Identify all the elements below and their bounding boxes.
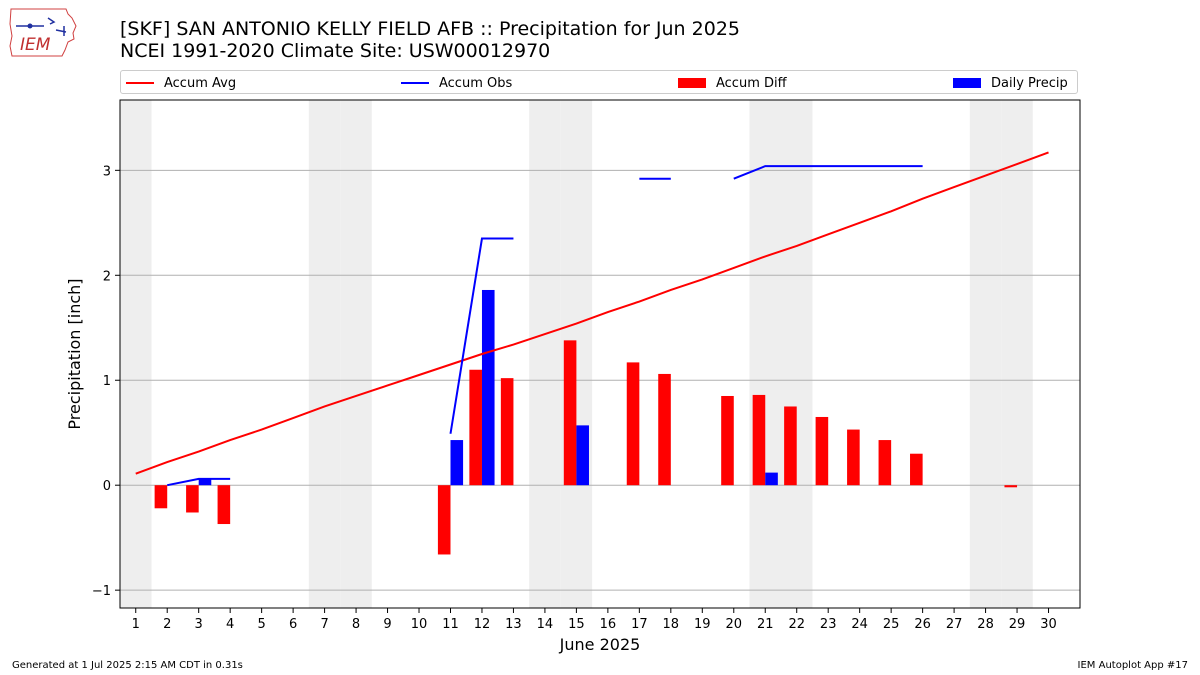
daily-precip-bar-day-11 — [450, 440, 464, 486]
accum-diff-bar-day-15 — [563, 340, 577, 486]
weekend-band-21 — [749, 100, 781, 608]
accum-diff-bar-day-2 — [154, 485, 168, 509]
legend-label-accum-diff: Accum Diff — [716, 75, 787, 91]
x-tick-label: 27 — [946, 617, 963, 632]
daily-precip-bar-day-12 — [481, 289, 495, 486]
accum-diff-bar-day-17 — [626, 362, 640, 486]
footer-app: IEM Autoplot App #17 — [1077, 660, 1188, 671]
x-tick-label: 24 — [851, 617, 868, 632]
x-tick-label: 14 — [537, 617, 554, 632]
iem-logo: IEM — [8, 6, 80, 60]
accum-obs-line-segment-1 — [167, 477, 231, 487]
legend-item-daily-precip: Daily Precip — [953, 71, 1068, 95]
x-tick-label: 8 — [352, 617, 360, 632]
legend-label-accum-obs: Accum Obs — [439, 75, 513, 91]
y-tick-label: 2 — [103, 269, 111, 284]
accum-obs-line-segment-2 — [449, 237, 514, 434]
x-tick-label: 30 — [1040, 617, 1057, 632]
legend-item-accum-avg: Accum Avg — [126, 71, 236, 95]
accum-diff-bar-day-11 — [437, 485, 451, 555]
legend-label-accum-avg: Accum Avg — [164, 75, 237, 91]
x-tick-label: 4 — [226, 617, 234, 632]
weekend-band-29 — [1001, 100, 1033, 608]
legend-swatch-daily-precip — [953, 78, 981, 88]
x-tick-label: 12 — [474, 617, 491, 632]
legend-label-daily-precip: Daily Precip — [991, 75, 1068, 91]
x-tick-label: 16 — [600, 617, 617, 632]
accum-diff-bar-day-12 — [469, 369, 482, 486]
x-tick-label: 15 — [568, 617, 585, 632]
x-tick-label: 29 — [1009, 617, 1026, 632]
x-tick-label: 6 — [289, 617, 297, 632]
y-axis-label: Precipitation [inch] — [65, 278, 84, 429]
accum-diff-bar-day-3 — [186, 485, 199, 513]
logo-text: IEM — [20, 35, 51, 55]
x-tick-label: 26 — [914, 617, 931, 632]
accum-diff-bar-day-18 — [658, 373, 671, 486]
x-tick-label: 2 — [163, 617, 171, 632]
x-tick-label: 25 — [883, 617, 900, 632]
accum-diff-bar-day-25 — [878, 440, 892, 486]
x-tick-label: 11 — [442, 617, 459, 632]
x-tick-label: 13 — [505, 617, 522, 632]
grid-layer — [120, 169, 1080, 591]
footer-generated: Generated at 1 Jul 2025 2:15 AM CDT in 0… — [12, 660, 243, 671]
chart-subtitle: NCEI 1991-2020 Climate Site: USW00012970 — [120, 40, 551, 62]
legend-item-accum-obs: Accum Obs — [401, 71, 512, 95]
x-tick-label: 7 — [320, 617, 328, 632]
line-layer — [135, 151, 1049, 487]
weekend-band-22 — [780, 100, 813, 608]
accum-obs-line-segment-4 — [733, 165, 923, 180]
accum-diff-bar-day-29 — [1004, 485, 1018, 488]
weekend-shading-layer — [120, 100, 1033, 608]
weekend-band-28 — [969, 100, 1002, 608]
legend-swatch-accum-avg — [126, 82, 154, 84]
daily-precip-bar-day-21 — [765, 472, 778, 486]
x-tick-label: 22 — [788, 617, 805, 632]
bar-layer — [154, 289, 1018, 555]
accum-avg-line — [135, 151, 1049, 475]
x-tick-label: 23 — [820, 617, 837, 632]
legend: Accum Avg Accum Obs Accum Diff Daily Pre… — [120, 70, 1078, 94]
x-axis-label: June 2025 — [559, 635, 641, 654]
x-tick-label: 10 — [411, 617, 428, 632]
y-tick-label: 1 — [103, 374, 111, 389]
x-tick-label: 28 — [977, 617, 994, 632]
daily-precip-bar-day-15 — [576, 425, 589, 486]
accum-diff-bar-day-21 — [752, 394, 766, 486]
accum-diff-bar-day-13 — [500, 378, 514, 486]
accum-diff-bar-day-24 — [847, 429, 860, 486]
daily-precip-bar-day-3 — [198, 478, 212, 486]
x-tick-label: 19 — [694, 617, 711, 632]
legend-item-accum-diff: Accum Diff — [678, 71, 787, 95]
x-tick-label: 21 — [757, 617, 774, 632]
x-tick-label: 20 — [725, 617, 742, 632]
iowa-state-outline-icon: IEM — [9, 8, 77, 57]
accum-diff-bar-day-26 — [910, 453, 923, 486]
x-tick-label: 5 — [257, 617, 265, 632]
accum-diff-bar-day-4 — [217, 485, 231, 525]
plot-frame — [119, 99, 1081, 609]
weekend-band-1 — [120, 100, 152, 608]
weekend-band-8 — [340, 100, 372, 608]
x-tick-label: 9 — [383, 617, 391, 632]
legend-swatch-accum-diff — [678, 78, 706, 88]
accum-diff-bar-day-22 — [784, 406, 797, 486]
weekend-band-7 — [308, 100, 341, 608]
x-tick-label: 3 — [195, 617, 203, 632]
accum-diff-bar-day-20 — [721, 395, 734, 486]
weekend-band-14 — [529, 100, 561, 608]
y-tick-label: 0 — [103, 479, 111, 494]
accum-diff-bar-day-23 — [815, 416, 829, 486]
legend-swatch-accum-obs — [401, 82, 429, 84]
x-tick-label: 17 — [631, 617, 648, 632]
chart-title: [SKF] SAN ANTONIO KELLY FIELD AFB :: Pre… — [120, 18, 740, 40]
x-tick-label: 18 — [663, 617, 680, 632]
x-tick-label: 1 — [132, 617, 140, 632]
y-tick-label: −1 — [92, 584, 111, 599]
y-tick-label: 3 — [103, 164, 111, 179]
